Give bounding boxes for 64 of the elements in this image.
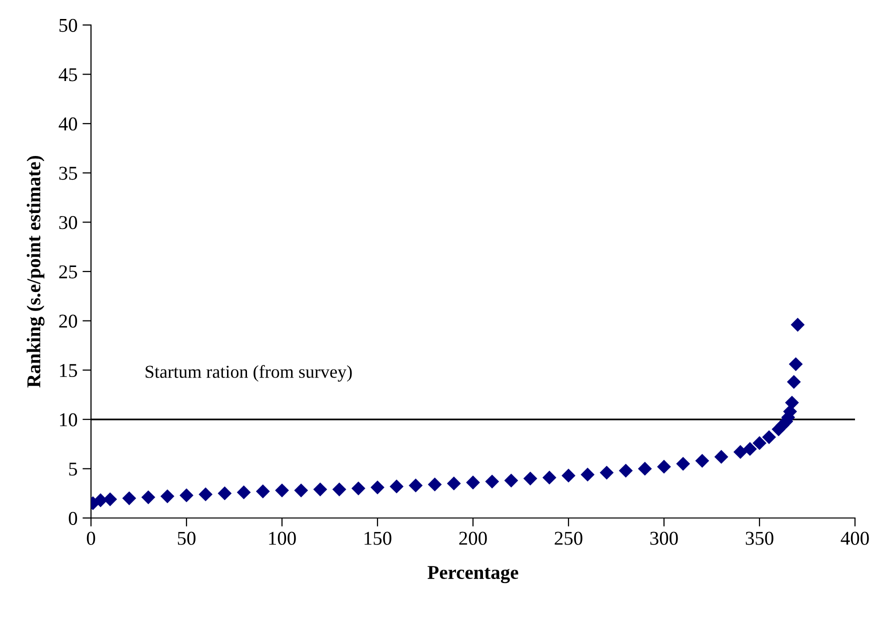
point: [351, 481, 366, 496]
point: [428, 478, 442, 492]
point: [786, 374, 801, 389]
point: [788, 357, 803, 372]
y-tick-label: 45: [58, 68, 78, 82]
y-tick-label: 35: [59, 166, 78, 180]
point: [618, 464, 633, 478]
point: [676, 456, 690, 471]
point: [198, 487, 213, 502]
point: [275, 483, 289, 498]
point: [785, 396, 799, 410]
point: [695, 454, 710, 468]
point: [657, 460, 671, 474]
point: [743, 442, 757, 456]
x-axis-title: Percentage: [428, 566, 518, 584]
point: [752, 436, 766, 450]
y-tick-label: 0: [68, 512, 78, 525]
point: [408, 478, 423, 492]
point: [580, 468, 595, 482]
x-tick-label: 100: [269, 532, 296, 545]
x-tick-label: 0: [86, 532, 96, 545]
point: [446, 476, 461, 490]
x-tick-label: 50: [178, 532, 196, 545]
point: [370, 480, 384, 494]
point: [332, 482, 346, 496]
point: [180, 488, 194, 502]
point: [313, 482, 328, 496]
point: [294, 483, 308, 498]
y-tick-label: 15: [60, 364, 78, 378]
point: [160, 489, 174, 504]
point: [562, 468, 576, 483]
x-tick-label: 250: [554, 532, 582, 545]
ref-line-label: Startum ration (from survey): [146, 365, 352, 382]
y-tick-label: 30: [59, 216, 78, 230]
y-tick-label: 10: [60, 413, 78, 426]
point: [600, 466, 614, 480]
point: [485, 474, 500, 488]
y-axis-title: Ranking (s.e/point estimate): [26, 156, 44, 388]
point: [218, 486, 232, 500]
point: [638, 462, 652, 476]
point: [122, 491, 136, 506]
point: [714, 450, 728, 464]
point: [762, 430, 776, 444]
y-tick-label: 25: [59, 265, 78, 278]
x-tick-label: 350: [746, 532, 774, 545]
point: [790, 318, 805, 332]
point: [256, 484, 270, 498]
y-tick-label: 20: [59, 314, 78, 328]
y-tick-label: 40: [58, 117, 78, 131]
x-tick-label: 150: [364, 532, 392, 545]
y-tick-label: 50: [59, 18, 78, 32]
x-tick-label: 300: [650, 532, 678, 545]
x-tick-label: 200: [459, 532, 487, 545]
point: [103, 492, 118, 506]
point: [466, 476, 480, 490]
point: [504, 474, 518, 488]
point: [236, 485, 251, 500]
point: [141, 490, 156, 504]
point: [733, 444, 748, 459]
point: [523, 472, 538, 486]
y-tick-label: 5: [69, 462, 78, 476]
x-tick-label: 400: [840, 532, 869, 545]
point: [542, 470, 556, 485]
point: [390, 480, 404, 494]
